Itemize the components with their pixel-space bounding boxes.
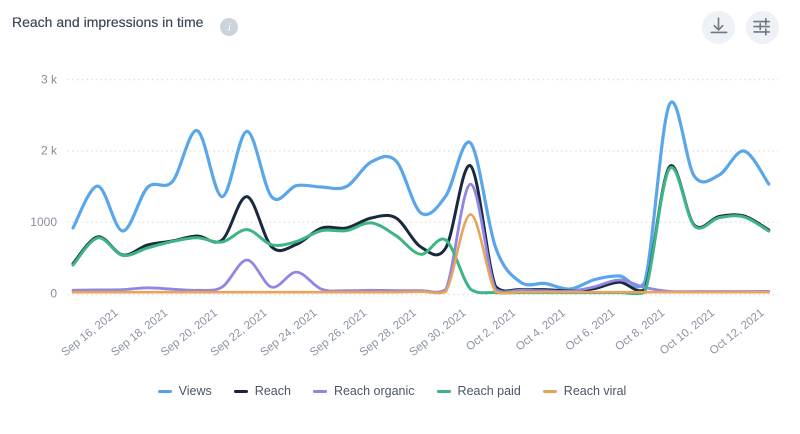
svg-text:Oct 12, 2021: Oct 12, 2021 [708, 307, 767, 357]
svg-text:Oct 2, 2021: Oct 2, 2021 [464, 307, 518, 353]
svg-text:3 k: 3 k [41, 72, 58, 86]
svg-text:1000: 1000 [30, 215, 57, 229]
svg-text:2 k: 2 k [41, 144, 58, 158]
svg-text:0: 0 [50, 286, 57, 300]
svg-text:Oct 6, 2021: Oct 6, 2021 [564, 307, 618, 353]
svg-text:Oct 4, 2021: Oct 4, 2021 [514, 307, 568, 353]
